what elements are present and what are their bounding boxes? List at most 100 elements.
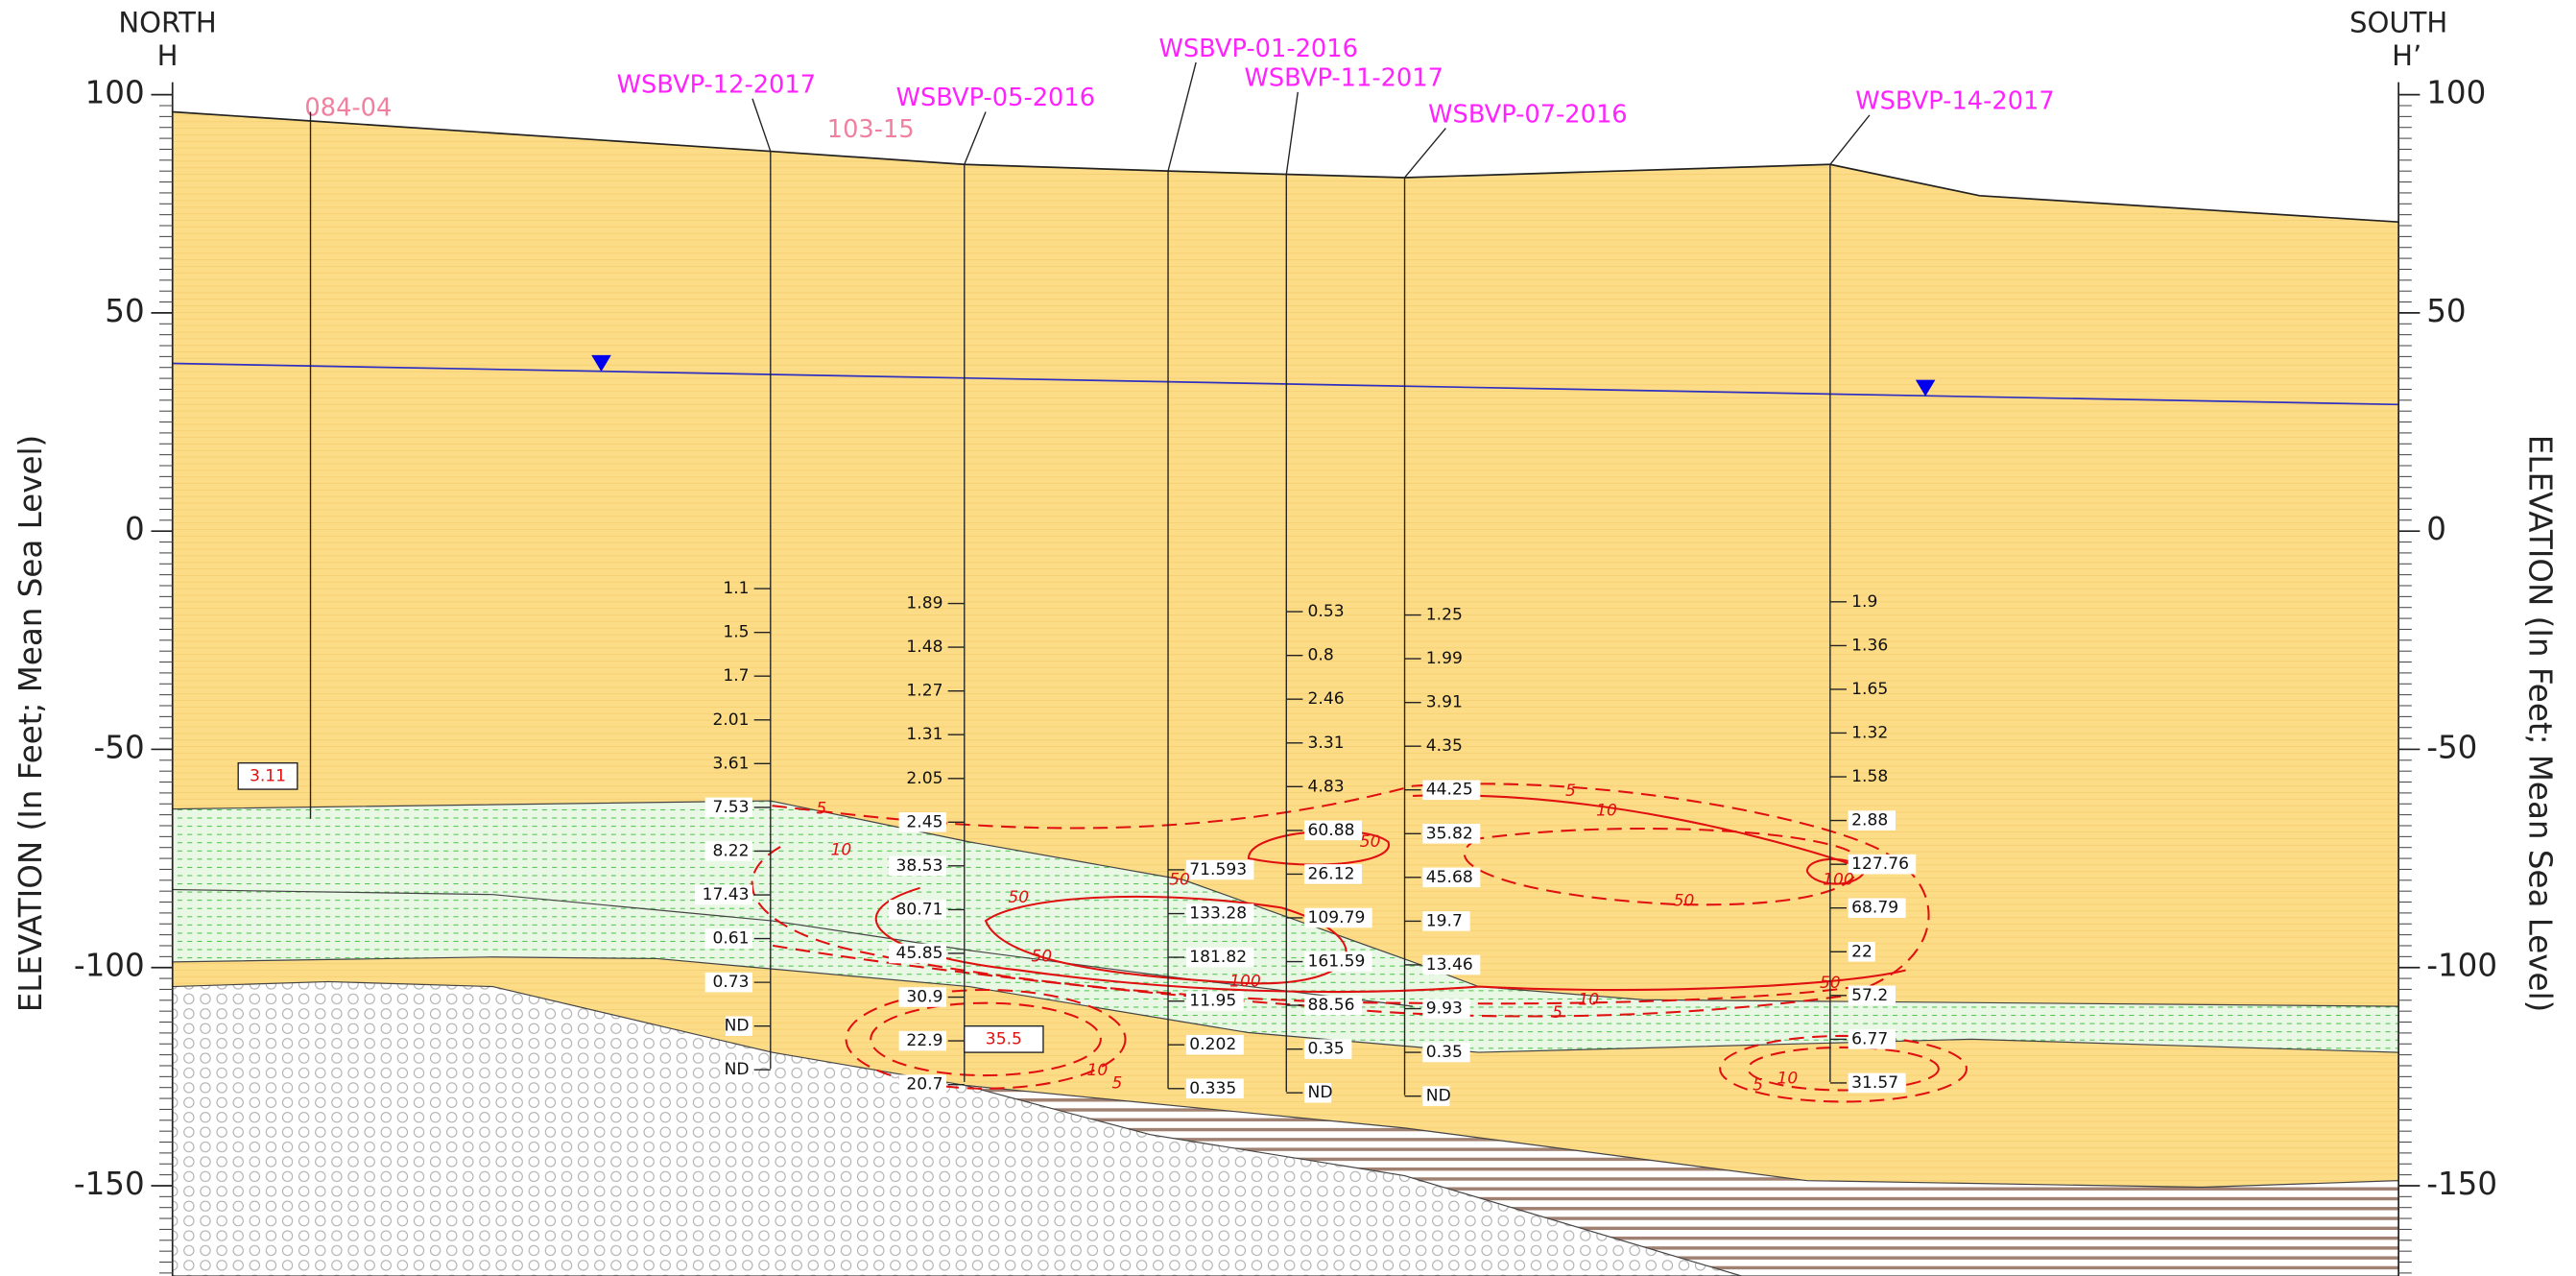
contour-label: 10: [1087, 1061, 1109, 1080]
well-name: WSBVP-14-2017: [1855, 87, 2054, 116]
well-name: WSBVP-07-2016: [1428, 100, 1627, 129]
axis-title: ELEVATION (In Feet; Mean Sea Level): [2522, 435, 2559, 1013]
contour-label: 50: [1820, 974, 1841, 993]
contour-label: 5: [1565, 782, 1576, 801]
sample-value: 181.82: [1189, 948, 1247, 967]
tick-label: -100: [74, 948, 145, 984]
sample-value: 4.83: [1308, 777, 1345, 796]
sample-value: 22.9: [906, 1031, 942, 1050]
sample-value: 133.28: [1189, 904, 1247, 924]
leader: [1405, 129, 1446, 178]
cross-section: NORTH H SOUTH H’ ELEVATION (In Feet; Mea…: [0, 0, 2576, 1276]
sample-value: 0.35: [1426, 1043, 1463, 1062]
sample-value: 1.9: [1851, 592, 1877, 612]
well-name: 084-04: [304, 94, 392, 123]
section-label: H’: [2392, 39, 2421, 72]
sample-value: 2.05: [906, 769, 942, 788]
contour-label: 50: [1031, 948, 1052, 967]
sample-value: 31.57: [1851, 1073, 1898, 1093]
result-value: 35.5: [986, 1029, 1022, 1048]
sample-value: 44.25: [1426, 781, 1473, 800]
tick-label: -100: [2426, 948, 2497, 984]
sample-value: 20.7: [906, 1075, 942, 1095]
sample-value: 22: [1851, 942, 1872, 961]
tick-label: 100: [2426, 75, 2486, 111]
sample-value: 45.68: [1426, 868, 1473, 887]
well-name: WSBVP-12-2017: [617, 71, 816, 100]
result-value: 3.11: [250, 766, 286, 785]
sample-value: 13.46: [1426, 955, 1473, 975]
leader: [1286, 92, 1298, 175]
sample-value: 30.9: [906, 988, 942, 1007]
contour-label: 50: [1169, 870, 1190, 889]
direction: NORTH: [118, 7, 216, 39]
sample-value: 45.85: [896, 944, 943, 963]
tick-label: 50: [105, 293, 144, 329]
sample-value: 0.35: [1308, 1040, 1345, 1059]
well-name: 103-15: [827, 115, 915, 144]
well-name: WSBVP-01-2016: [1158, 35, 1357, 63]
sample-value: 2.45: [906, 812, 942, 831]
sample-value: 1.99: [1426, 649, 1463, 668]
sample-value: 0.335: [1189, 1079, 1236, 1098]
sample-value: 88.56: [1308, 996, 1355, 1015]
sample-value: 68.79: [1851, 899, 1898, 918]
sample-value: 1.5: [723, 623, 749, 642]
axis-title: ELEVATION (In Feet; Mean Sea Level): [12, 435, 49, 1013]
sample-value: 4.35: [1426, 736, 1463, 756]
contour-label: 5: [1753, 1075, 1763, 1095]
sample-value: 3.61: [712, 754, 749, 773]
tick-label: -50: [2426, 729, 2477, 765]
sample-value: 8.22: [712, 841, 749, 860]
sample-value: 3.31: [1308, 734, 1345, 753]
sample-value: 3.91: [1426, 693, 1463, 712]
sample-value: 26.12: [1308, 864, 1355, 883]
sample-value: 2.01: [712, 710, 749, 730]
tick-label: 0: [125, 511, 145, 547]
direction: SOUTH: [2349, 7, 2447, 39]
sample-value: 19.7: [1426, 911, 1463, 930]
contour-label: 10: [1596, 801, 1617, 820]
leader: [1830, 115, 1870, 164]
contour-label: 5: [1552, 1003, 1562, 1023]
sample-value: 1.48: [906, 638, 942, 657]
sample-value: 11.95: [1189, 992, 1236, 1011]
tick-label: 50: [2426, 293, 2466, 329]
section-label: H: [157, 39, 179, 72]
sample-value: 1.65: [1851, 680, 1888, 699]
sample-value: 1.36: [1851, 636, 1888, 655]
sample-value: ND: [725, 1060, 750, 1079]
sample-value: 1.32: [1851, 723, 1888, 742]
tick-label: -150: [2426, 1166, 2497, 1202]
sample-value: 7.53: [712, 798, 749, 817]
sample-value: 1.7: [723, 666, 749, 686]
sample-value: 127.76: [1851, 855, 1909, 874]
sample-value: 2.88: [1851, 811, 1888, 831]
well-name: WSBVP-05-2016: [896, 84, 1095, 112]
sample-value: 1.89: [906, 594, 942, 614]
contour-label: 100: [1823, 870, 1854, 889]
tick-label: -50: [94, 729, 145, 765]
contour-label: 50: [1674, 892, 1695, 911]
sample-value: 17.43: [703, 885, 750, 904]
contour-label: 50: [1008, 888, 1029, 907]
sample-value: 35.82: [1426, 824, 1473, 843]
sample-value: ND: [725, 1017, 750, 1036]
contour-label: 5: [1112, 1074, 1123, 1094]
sample-value: ND: [1308, 1083, 1333, 1102]
contour-label: 50: [1360, 832, 1381, 852]
sample-value: 161.59: [1308, 952, 1366, 972]
sample-value: 80.71: [896, 900, 943, 919]
well-name: WSBVP-11-2017: [1244, 64, 1443, 93]
sample-value: 57.2: [1851, 986, 1888, 1005]
leader: [752, 99, 771, 152]
sample-value: 6.77: [1851, 1029, 1888, 1048]
sample-value: 0.202: [1189, 1035, 1236, 1054]
tick-label: 0: [2426, 511, 2446, 547]
contour-label: 100: [1229, 972, 1261, 991]
contour-label: 10: [1777, 1069, 1798, 1088]
sample-value: 1.58: [1851, 767, 1888, 786]
sample-value: 60.88: [1308, 821, 1355, 840]
leader: [1168, 62, 1196, 171]
tick-label: 100: [85, 75, 145, 111]
